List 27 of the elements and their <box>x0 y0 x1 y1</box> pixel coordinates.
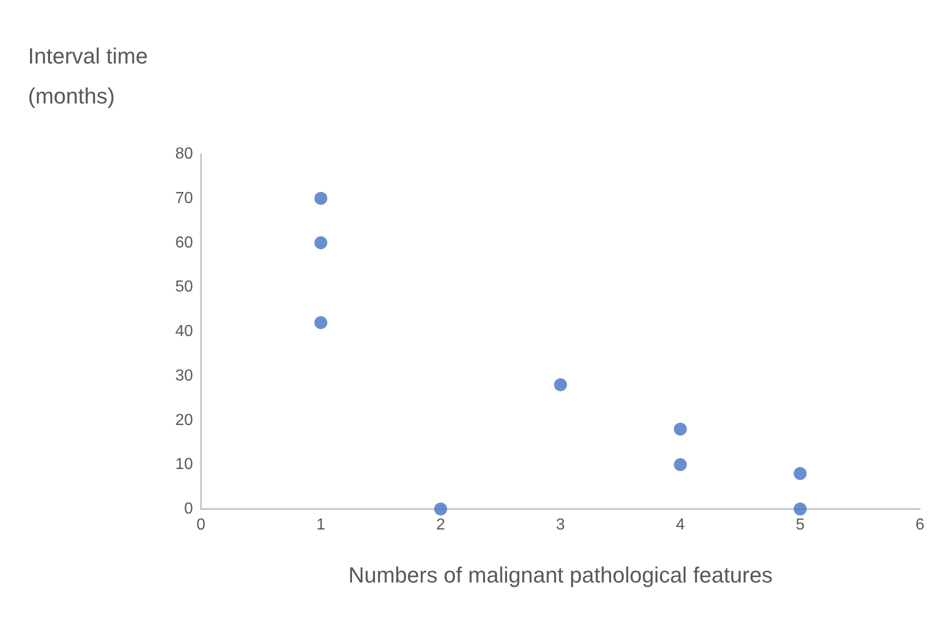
x-tick-label: 0 <box>196 516 206 534</box>
y-tick-label: 40 <box>175 323 194 340</box>
y-tick-label: 50 <box>175 278 194 296</box>
y-tick-label: 70 <box>175 190 194 207</box>
x-tick-label: 3 <box>556 516 566 534</box>
y-tick-label: 80 <box>175 146 194 162</box>
x-tick-label: 6 <box>916 516 925 534</box>
y-tick-label: 20 <box>175 412 194 429</box>
point <box>674 458 687 472</box>
x-tick-label: 2 <box>436 516 446 534</box>
y-tick-label: 60 <box>175 234 194 252</box>
x-tick-label: 5 <box>796 516 805 534</box>
y-tick-label: 30 <box>175 367 194 384</box>
x-tick-label: 1 <box>316 516 326 534</box>
y-axis-title: Interval time (months) <box>28 44 148 108</box>
point <box>554 378 567 392</box>
x-axis-title: Numbers of malignant pathological features <box>348 562 773 588</box>
y-tick-label: 10 <box>175 456 194 474</box>
y-tick-label: 0 <box>184 500 194 518</box>
point <box>794 467 807 480</box>
point <box>314 316 328 330</box>
point <box>314 236 328 250</box>
point <box>794 502 807 516</box>
x-tick-label: 4 <box>676 516 685 534</box>
point <box>434 502 448 516</box>
point <box>314 192 328 205</box>
point <box>674 422 687 436</box>
